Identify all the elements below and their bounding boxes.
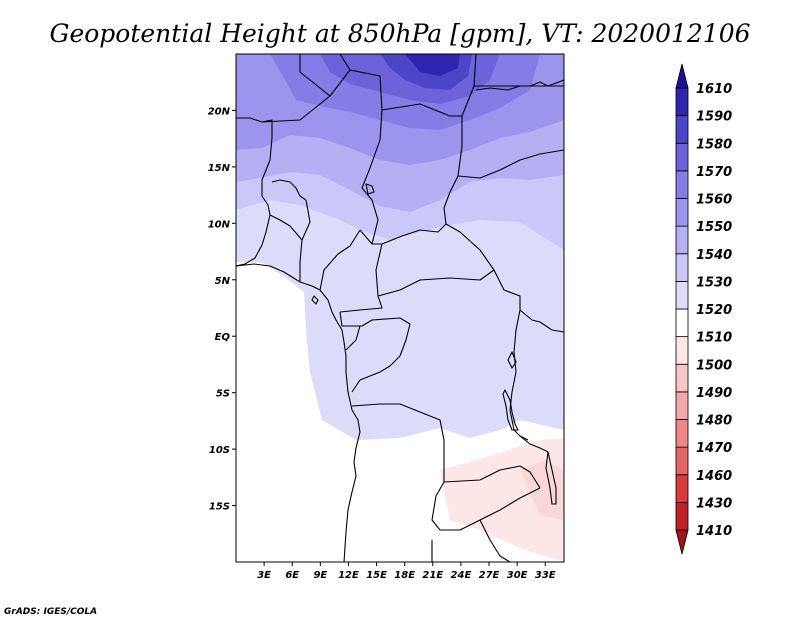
field-1590-1610 xyxy=(405,54,460,76)
map-title: Geopotential Height at 850hPa [gpm], VT:… xyxy=(49,19,750,48)
lake-victoria-borders xyxy=(509,309,564,441)
colorbar-swatch xyxy=(675,225,689,255)
colorbar-upper-tip xyxy=(675,63,689,89)
x-tick-label: 12E xyxy=(338,570,359,581)
colorbar-label: 1540 xyxy=(696,248,732,263)
lake-chad xyxy=(365,183,375,195)
y-tick-label: 15N xyxy=(208,163,231,174)
colorbar-swatch xyxy=(675,474,689,503)
colorbar-swatch xyxy=(675,391,689,420)
x-tick-label: 27E xyxy=(479,570,500,581)
colorbar-label: 1570 xyxy=(696,165,732,180)
x-tick-label: 24E xyxy=(451,570,472,581)
colorbar-swatch xyxy=(675,280,689,310)
colorbar-label: 1500 xyxy=(696,358,732,373)
y-tick-label: 20N xyxy=(208,106,231,117)
y-tick-label: 10N xyxy=(208,219,231,230)
lake-tanganyika xyxy=(502,389,519,431)
y-tick-label: 15S xyxy=(209,502,230,513)
x-tick-label: 3E xyxy=(257,570,271,581)
colorbar-swatch xyxy=(675,446,689,476)
colorbar-swatch xyxy=(675,419,689,448)
x-tick-label: 21E xyxy=(422,570,443,581)
colorbar-label: 1560 xyxy=(696,193,732,208)
colorbar-label: 1590 xyxy=(696,110,732,125)
colorbar-label: 1610 xyxy=(696,82,732,97)
x-tick-label: 18E xyxy=(394,570,415,581)
colorbar-label: 1460 xyxy=(696,469,732,484)
y-tick-label: 5S xyxy=(216,389,230,400)
colorbar: 1410 1430 1460 1470 1480 1490 1500 1510 1520 1530… xyxy=(675,63,732,555)
y-tick-label: EQ xyxy=(215,332,231,343)
x-tick-label: 15E xyxy=(366,570,387,581)
colorbar-label: 1520 xyxy=(696,303,732,318)
colorbar-swatch xyxy=(675,142,689,172)
country-borders xyxy=(261,54,564,562)
colorbar-swatch xyxy=(675,198,689,227)
x-tick-label: 9E xyxy=(313,570,327,581)
colorbar-swatch xyxy=(675,501,689,531)
map-frame xyxy=(235,53,565,563)
colorbar-swatch xyxy=(675,363,689,393)
lake-malawi xyxy=(545,451,557,505)
colorbar-label: 1410 xyxy=(696,524,732,539)
colorbar-label: 1580 xyxy=(696,137,732,152)
colorbar-swatch xyxy=(675,308,689,338)
grads-credit: GrADS: IGES/COLA xyxy=(4,607,97,617)
map-plot-area xyxy=(236,54,564,562)
longitude-axis: 3E 6E 9E 12E 15E 18E 21E 24E 27E 30E 33E xyxy=(257,562,556,581)
colorbar-swatch xyxy=(675,253,689,282)
x-tick-label: 33E xyxy=(535,570,556,581)
colorbar-label: 1510 xyxy=(696,331,732,346)
colorbar-swatch xyxy=(675,115,689,144)
colorbar-lower-tip xyxy=(675,529,689,555)
colorbar-label: 1490 xyxy=(696,386,732,401)
y-tick-label: 10S xyxy=(209,445,230,456)
lake-albert xyxy=(507,351,517,369)
colorbar-label: 1530 xyxy=(696,275,732,290)
colorbar-swatch xyxy=(675,87,689,117)
colorbar-label: 1480 xyxy=(696,414,732,429)
colorbar-swatch xyxy=(675,336,689,365)
colorbar-label: 1470 xyxy=(696,441,732,456)
latitude-axis: 20N 15N 10N 5N EQ 5S 10S 15S xyxy=(208,106,236,513)
x-tick-label: 6E xyxy=(285,570,299,581)
colorbar-swatch xyxy=(675,170,689,199)
bioko-island xyxy=(311,295,319,305)
x-tick-label: 30E xyxy=(507,570,528,581)
field-ocean-1510 xyxy=(236,290,300,380)
colorbar-label: 1430 xyxy=(696,496,732,511)
y-tick-label: 5N xyxy=(215,276,231,287)
colorbar-label: 1550 xyxy=(696,220,732,235)
